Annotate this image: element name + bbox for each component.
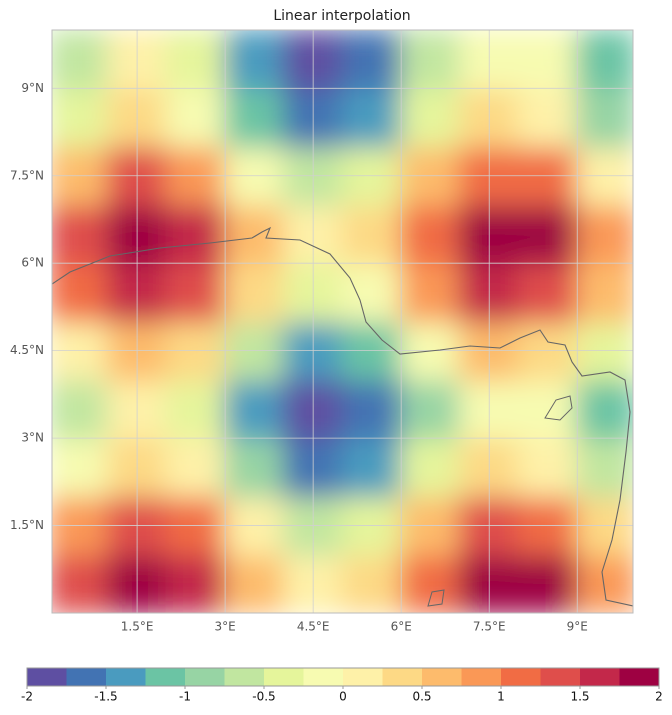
field-cell [224,553,285,613]
field-cell [52,203,109,265]
field-cell [341,203,403,265]
colorbar-tick-label: 0 [339,690,347,704]
colorbar-tick-label: -0.5 [252,690,275,704]
field-cell [400,87,461,148]
colorbar-tick-label: -1.5 [94,690,117,704]
colorbar-swatch [619,668,660,686]
island [427,589,445,607]
field-cell [576,437,633,498]
y-tick-label: 4.5°N [10,343,44,357]
coastline-layer [52,226,633,607]
field-cell [341,378,403,440]
colorbar-swatch [185,668,225,686]
x-tick-label: 3°E [215,620,236,634]
colorbar [26,668,660,689]
field-cell [165,203,227,265]
field-cell [52,553,109,613]
y-tick-label: 3°N [21,431,44,445]
field-cell [576,87,633,148]
colorbar-tick-label: -2 [21,690,33,704]
y-tick-label: 1.5°N [10,518,44,532]
colorbar-swatch [145,668,186,686]
field-cell [224,437,285,498]
field-cell [224,262,285,323]
field-cell [576,30,633,90]
field-layer [52,30,633,613]
field-cell [517,203,579,265]
field-cell [517,262,579,323]
x-tick-label: 4.5°E [297,620,330,634]
colorbar-swatch [303,668,344,686]
field-cell [576,262,633,323]
field-cell [400,262,461,323]
field-cell [400,378,461,440]
colorbar-swatch [264,668,304,686]
field-cell [400,203,461,265]
field-cell [517,553,579,613]
field-cell [517,437,579,498]
field-cell [224,30,285,90]
coastline [52,226,633,607]
colorbar-swatch [27,668,67,686]
x-tick-label: 6°E [391,620,412,634]
y-tick-label: 9°N [21,81,44,95]
field-cell [400,30,461,90]
colorbar-swatch [422,668,462,686]
colorbar-swatch [66,668,107,686]
colorbar-swatch [461,668,502,686]
field-cell [341,553,403,613]
x-tick-label: 9°E [567,620,588,634]
field-cell [52,262,109,323]
field-cell [341,30,403,90]
y-tick-label: 7.5°N [10,168,44,182]
field-cells [52,30,633,613]
field-cell [165,437,227,498]
field-cell [517,87,579,148]
colorbar-swatch [382,668,423,686]
field-cell [52,30,109,90]
field-cell [400,553,461,613]
field-cell [341,87,403,148]
colorbar-swatch [580,668,620,686]
colorbar-swatch [343,668,383,686]
field-cell [224,87,285,148]
field-cell [517,30,579,90]
colorbar-frame [26,667,660,687]
field-cell [165,553,227,613]
colorbar-swatch [501,668,541,686]
colorbar-tick-label: 1.5 [570,690,589,704]
field-cell [341,437,403,498]
grid [52,30,633,613]
y-tick-label: 6°N [21,256,44,270]
field-cell [165,87,227,148]
x-tick-label: 7.5°E [473,620,506,634]
field-cell [224,378,285,440]
lagoon [544,395,573,421]
field-cell [52,87,109,148]
colorbar-tick-label: -1 [179,690,191,704]
colorbar-swatch [106,668,146,686]
field-cell [576,203,633,265]
map-title: Linear interpolation [273,8,410,24]
field-cell [165,262,227,323]
field-cell [165,30,227,90]
field-cell [165,378,227,440]
field-cell [52,437,109,498]
colorbar-swatch [224,668,265,686]
field-cell [400,437,461,498]
colorbar-swatch [540,668,581,686]
field-cell [224,203,285,265]
colorbar-tick-label: 2 [655,690,663,704]
field-cell [517,378,579,440]
colorbar-tick-label: 0.5 [412,690,431,704]
field-cell [576,378,633,440]
x-tick-label: 1.5°E [121,620,154,634]
plot-frame [51,29,634,614]
colorbar-tick-label: 1 [497,690,505,704]
field-cell [52,378,109,440]
field-cell [341,262,403,323]
